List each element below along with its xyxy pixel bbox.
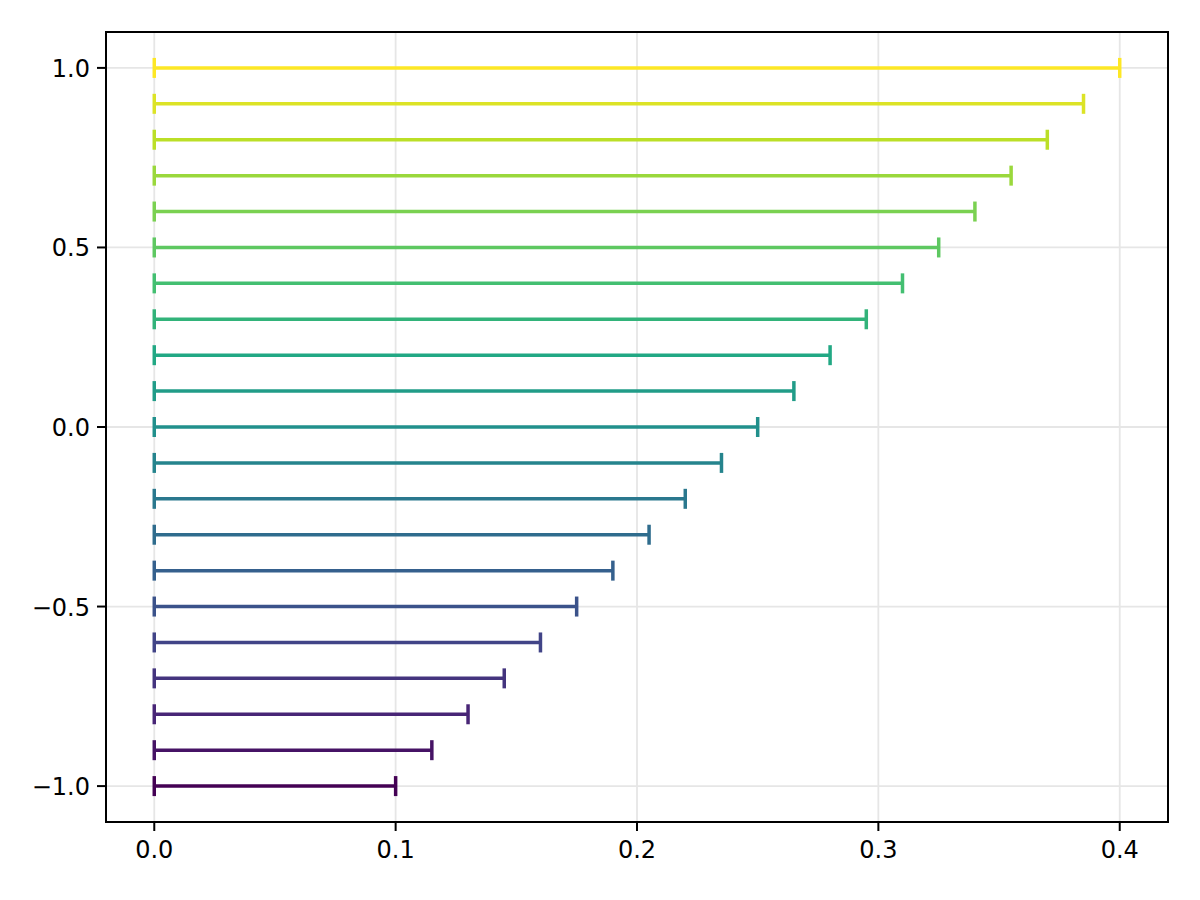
chart-figure: 0.0 0.1 0.2 0.3 0.4 1.0 0.5 0.0 −0.5 −1.0: [0, 0, 1200, 900]
x-tick-label: 0.3: [859, 836, 897, 864]
y-tick-label: −1.0: [32, 773, 90, 801]
capped-line-chart-canvas: 0.0 0.1 0.2 0.3 0.4 1.0 0.5 0.0 −0.5 −1.0: [0, 0, 1200, 900]
y-tick-label: 0.5: [52, 234, 90, 262]
x-tick-label: 0.1: [377, 836, 415, 864]
y-tick-label: 0.0: [52, 414, 90, 442]
x-tick-label: 0.0: [135, 836, 173, 864]
y-tick-label: −0.5: [32, 594, 90, 622]
y-tick-label: 1.0: [52, 55, 90, 83]
x-tick-label: 0.2: [618, 836, 656, 864]
x-tick-label: 0.4: [1101, 836, 1139, 864]
